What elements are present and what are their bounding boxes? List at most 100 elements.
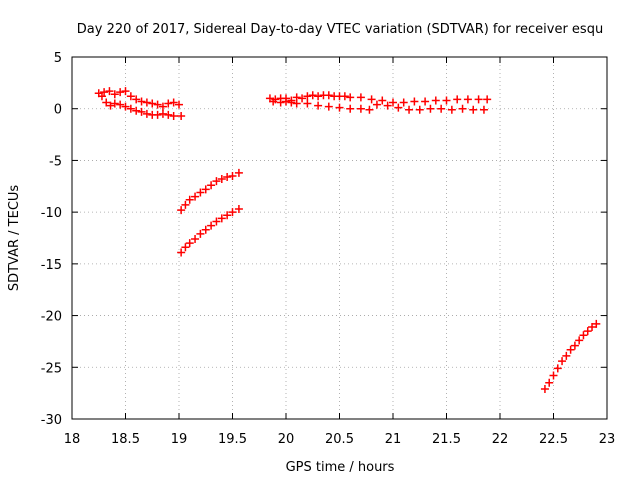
data-point xyxy=(217,214,226,223)
data-point xyxy=(116,88,125,97)
data-point xyxy=(324,102,333,111)
data-point xyxy=(223,172,232,181)
data-point xyxy=(474,95,483,104)
y-tick-label: -30 xyxy=(41,413,62,428)
data-point xyxy=(431,96,440,105)
data-point xyxy=(137,107,146,116)
data-point xyxy=(447,105,456,114)
data-point xyxy=(356,104,365,113)
x-tick-label: 22 xyxy=(492,432,509,447)
data-point xyxy=(148,99,157,108)
data-point xyxy=(346,93,355,102)
data-point xyxy=(469,105,478,114)
data-point xyxy=(105,87,114,96)
data-point xyxy=(562,351,571,360)
data-point xyxy=(324,91,333,100)
y-tick-label: -10 xyxy=(41,206,62,221)
data-point xyxy=(346,104,355,113)
data-point xyxy=(110,99,119,108)
data-point xyxy=(234,168,243,177)
data-point xyxy=(588,322,597,331)
data-point xyxy=(191,192,200,201)
data-point xyxy=(228,171,237,180)
data-point xyxy=(367,95,376,104)
x-tick-label: 18.5 xyxy=(111,432,140,447)
data-point xyxy=(132,106,141,115)
data-point xyxy=(153,100,162,109)
data-point xyxy=(415,105,424,114)
data-point xyxy=(394,103,403,112)
data-point xyxy=(110,90,119,99)
data-point xyxy=(282,97,290,106)
chart-title: Day 220 of 2017, Sidereal Day-to-day VTE… xyxy=(77,22,603,37)
data-point xyxy=(177,111,186,120)
data-point xyxy=(177,206,186,215)
y-tick-label: -5 xyxy=(49,154,62,169)
data-point xyxy=(207,221,216,230)
data-point xyxy=(116,100,125,109)
data-point xyxy=(196,188,205,197)
data-point xyxy=(132,95,141,104)
data-point xyxy=(212,217,221,226)
data-point xyxy=(383,101,392,110)
axis-ticks xyxy=(71,56,608,420)
data-point xyxy=(169,111,178,120)
y-tick-label: 0 xyxy=(54,103,62,118)
data-point xyxy=(201,225,210,234)
series-upper-mid xyxy=(265,91,492,107)
data-point xyxy=(126,104,135,113)
x-tick-label: 23 xyxy=(599,432,616,447)
data-point xyxy=(453,95,462,104)
data-point xyxy=(234,205,243,214)
data-point xyxy=(153,110,162,119)
data-point xyxy=(102,98,111,107)
data-point xyxy=(196,229,205,238)
data-point xyxy=(583,327,592,336)
x-tick-label: 20.5 xyxy=(325,432,354,447)
data-point xyxy=(292,99,301,108)
data-point xyxy=(303,99,312,108)
x-axis-label: GPS time / hours xyxy=(286,460,395,475)
data-point xyxy=(566,345,575,354)
data-point xyxy=(121,87,130,96)
data-point xyxy=(540,385,549,394)
data-point xyxy=(137,97,146,106)
data-point xyxy=(212,177,221,186)
data-point xyxy=(592,319,601,328)
data-point xyxy=(335,103,344,112)
x-tick-labels: 18 18.5 19 19.5 20 20.5 21 21.5 22 22.5 23 xyxy=(64,432,616,447)
data-point xyxy=(372,100,381,109)
data-point xyxy=(164,110,173,119)
data-point xyxy=(579,331,588,340)
data-point xyxy=(421,97,430,106)
data-point xyxy=(269,97,278,106)
series-lower-diagonal xyxy=(177,205,243,257)
data-point xyxy=(100,88,109,97)
data-point xyxy=(158,102,167,111)
data-point xyxy=(437,104,446,113)
y-tick-label: -20 xyxy=(41,310,62,325)
y-tick-label: -25 xyxy=(41,361,62,376)
data-point xyxy=(479,105,488,114)
y-tick-label: -15 xyxy=(41,258,62,273)
data-point xyxy=(201,185,210,194)
data-point xyxy=(303,92,312,101)
data-point xyxy=(181,243,190,252)
data-point xyxy=(287,98,296,107)
data-point xyxy=(314,101,323,110)
data-point xyxy=(223,211,232,220)
data-point xyxy=(97,92,106,101)
x-tick-label: 18 xyxy=(64,432,81,447)
data-point xyxy=(181,200,190,209)
series-upper-diagonal xyxy=(177,168,243,215)
x-tick-label: 19.5 xyxy=(218,432,247,447)
data-point xyxy=(106,101,115,110)
data-point xyxy=(575,336,584,345)
data-point xyxy=(185,239,194,248)
data-point xyxy=(121,102,130,111)
data-point xyxy=(553,364,562,373)
series-late-diagonal xyxy=(540,319,601,394)
data-point xyxy=(308,91,317,100)
data-point xyxy=(298,94,307,103)
series-upper-early xyxy=(94,87,183,111)
